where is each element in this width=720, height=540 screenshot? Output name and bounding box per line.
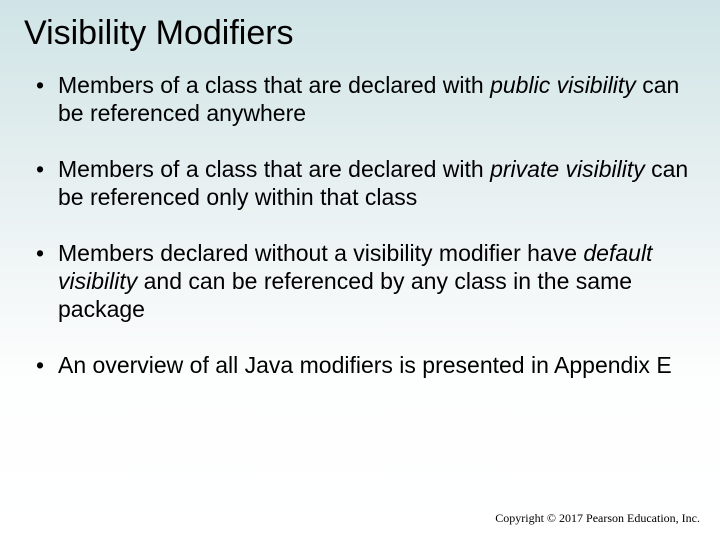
bullet-list: Members of a class that are declared wit… (24, 71, 696, 379)
bullet-text-post: and can be referenced by any class in th… (58, 268, 632, 322)
bullet-item: Members of a class that are declared wit… (34, 155, 690, 211)
bullet-text-em: public visibility (490, 72, 636, 98)
slide: Visibility Modifiers Members of a class … (0, 0, 720, 540)
bullet-text-pre: An overview of all Java modifiers is pre… (58, 352, 672, 378)
bullet-item: Members declared without a visibility mo… (34, 239, 690, 323)
bullet-text-pre: Members declared without a visibility mo… (58, 240, 583, 266)
bullet-item: An overview of all Java modifiers is pre… (34, 351, 690, 379)
bullet-text-pre: Members of a class that are declared wit… (58, 72, 490, 98)
bullet-text-pre: Members of a class that are declared wit… (58, 156, 490, 182)
slide-title: Visibility Modifiers (24, 14, 696, 53)
bullet-item: Members of a class that are declared wit… (34, 71, 690, 127)
copyright-footer: Copyright © 2017 Pearson Education, Inc. (495, 511, 700, 526)
bullet-text-em: private visibility (490, 156, 645, 182)
